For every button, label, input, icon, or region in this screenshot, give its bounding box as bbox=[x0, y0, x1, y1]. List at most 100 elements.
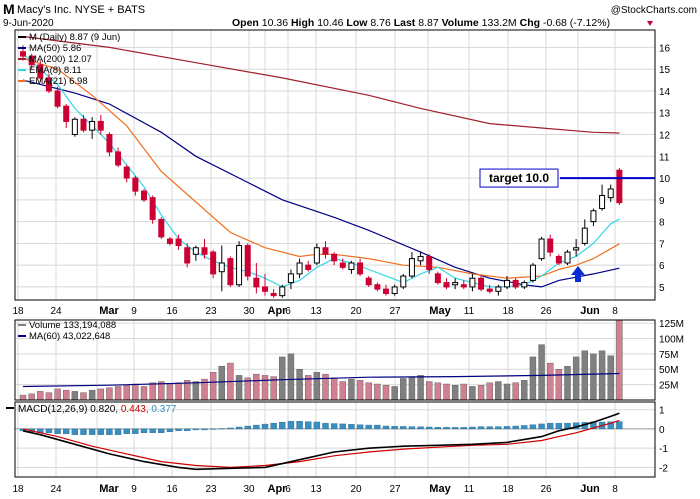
macd-y-tick-label: 0 bbox=[659, 425, 665, 436]
volume-bar bbox=[426, 381, 433, 401]
macd-x-tick-label: Apr bbox=[268, 483, 288, 495]
volume-bar bbox=[408, 376, 416, 401]
volume-bar bbox=[80, 392, 87, 401]
macd-histogram-bar bbox=[253, 424, 260, 430]
macd-x-tick-label: 16 bbox=[166, 484, 178, 495]
macd-histogram-bar bbox=[486, 426, 493, 430]
macd-histogram-bar bbox=[555, 422, 563, 430]
macd-x-tick-label: 6 bbox=[285, 484, 291, 495]
macd-histogram-bar bbox=[54, 428, 61, 434]
symbol: M bbox=[3, 1, 15, 17]
price-y-tick-label: 9 bbox=[659, 196, 665, 207]
target-label-box bbox=[479, 168, 559, 188]
price-x-tick-label: 27 bbox=[389, 306, 401, 317]
candle-body bbox=[270, 292, 277, 297]
macd-histogram-bar bbox=[287, 421, 295, 430]
volume-bar bbox=[374, 383, 381, 401]
candle-body bbox=[80, 118, 87, 131]
macd-x-tick-label: Jun bbox=[580, 483, 600, 495]
chart-date: 9-Jun-2020 bbox=[3, 18, 54, 29]
candle-body bbox=[158, 218, 165, 238]
candle-body bbox=[357, 262, 364, 275]
macd-legend-item: 0.820, bbox=[90, 404, 118, 415]
volume-bar bbox=[149, 382, 156, 401]
macd-histogram-bar bbox=[434, 426, 442, 430]
volume-bar bbox=[469, 386, 476, 401]
candle-body bbox=[616, 169, 623, 204]
candle-body bbox=[573, 247, 580, 251]
macd-x-tick-label: 8 bbox=[612, 484, 618, 495]
candle-body bbox=[348, 262, 355, 271]
macd-x-tick-label: 9 bbox=[131, 484, 137, 495]
candle-body bbox=[478, 277, 485, 290]
macd-histogram-bar bbox=[339, 423, 346, 430]
volume-bar bbox=[451, 385, 459, 401]
volume-bar bbox=[382, 385, 390, 401]
candle-body bbox=[486, 288, 493, 292]
macd-legend-item: 0.443, bbox=[118, 404, 149, 415]
volume-bar bbox=[512, 382, 519, 401]
macd-x-tick-label: 20 bbox=[350, 484, 362, 495]
source-label: @StockCharts.com bbox=[611, 5, 697, 16]
volume-bar bbox=[365, 382, 372, 401]
candle-body bbox=[97, 120, 104, 131]
price-frame bbox=[14, 29, 656, 301]
macd-x-tick-label: 24 bbox=[50, 484, 62, 495]
price-y-tick-label: 8 bbox=[659, 218, 665, 229]
candle-body bbox=[305, 264, 312, 271]
candle-body bbox=[279, 286, 286, 297]
candle-body bbox=[460, 284, 467, 288]
volume-bar bbox=[97, 388, 104, 401]
candle-body bbox=[434, 273, 441, 284]
volume-bar bbox=[218, 365, 225, 401]
macd-histogram-bar bbox=[184, 428, 191, 432]
ma50-line bbox=[22, 79, 620, 288]
price-y-tick-label: 15 bbox=[659, 65, 671, 76]
macd-histogram-bar bbox=[451, 427, 459, 430]
volume-bar bbox=[417, 375, 424, 401]
macd-x-tick-label: Mar bbox=[99, 483, 119, 495]
price-x-tick-label: 6 bbox=[285, 306, 291, 317]
candle-body bbox=[71, 118, 78, 136]
volume-bar bbox=[572, 356, 580, 401]
volume-bar bbox=[123, 385, 130, 401]
candle-body bbox=[443, 282, 450, 288]
volume-y-tick-label: 100M bbox=[659, 334, 684, 345]
volume-bar bbox=[598, 350, 606, 401]
ma200-line bbox=[22, 35, 620, 134]
volume-frame bbox=[14, 319, 656, 401]
volume-bar bbox=[495, 381, 502, 401]
price-legend-label: EMA(21) 6.98 bbox=[29, 76, 88, 87]
candle-body bbox=[391, 286, 398, 294]
macd-histogram-bar bbox=[365, 424, 372, 430]
volume-bar bbox=[261, 375, 269, 401]
volume-ma60-line bbox=[22, 372, 620, 388]
candle-body bbox=[529, 264, 536, 281]
volume-bar bbox=[581, 350, 588, 401]
candle-body bbox=[287, 273, 294, 284]
macd-histogram-bar bbox=[201, 428, 208, 431]
macd-histogram-bar bbox=[261, 423, 269, 430]
volume-y-tick-label: 125M bbox=[659, 319, 684, 330]
candle-body bbox=[210, 251, 217, 275]
macd-histogram-bar bbox=[296, 421, 303, 430]
macd-histogram-bar bbox=[382, 425, 390, 430]
volume-bar bbox=[564, 365, 571, 401]
macd-histogram-bar bbox=[616, 421, 623, 430]
macd-histogram-bar bbox=[330, 423, 338, 430]
candle-body bbox=[20, 51, 26, 57]
candle-body bbox=[218, 262, 225, 273]
macd-x-tick-label: May bbox=[429, 483, 451, 495]
volume-bar bbox=[313, 372, 321, 401]
candle-body bbox=[149, 197, 156, 220]
candle-body bbox=[452, 282, 459, 286]
macd-histogram-bar bbox=[521, 425, 528, 430]
price-y-tick-label: 10 bbox=[659, 174, 671, 185]
macd-histogram-bar bbox=[460, 427, 467, 430]
macd-histogram-bar bbox=[348, 424, 355, 430]
price-y-tick-label: 14 bbox=[659, 87, 671, 98]
candle-body bbox=[590, 210, 597, 223]
macd-histogram-bar bbox=[80, 428, 87, 435]
price-x-tick-label: 23 bbox=[205, 306, 217, 317]
volume-bar bbox=[590, 353, 597, 401]
